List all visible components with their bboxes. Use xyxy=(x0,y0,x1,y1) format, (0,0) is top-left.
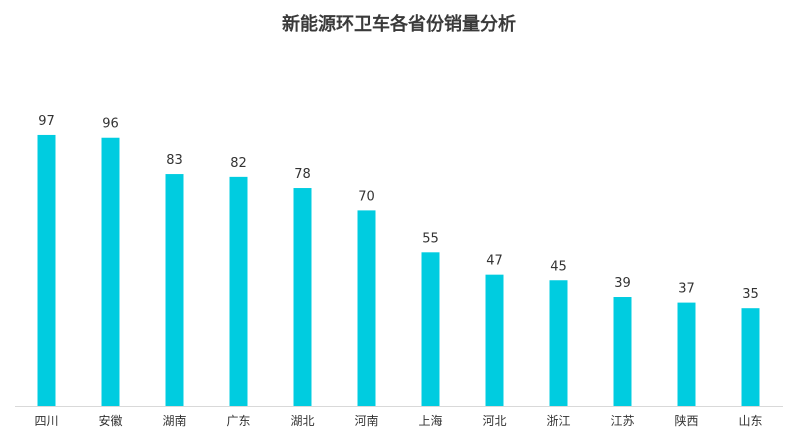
bar-8 xyxy=(549,280,568,406)
bar-0 xyxy=(37,134,56,407)
data-label-7: 47 xyxy=(486,254,503,269)
data-label-6: 55 xyxy=(422,231,439,246)
category-label-2: 湖南 xyxy=(162,413,186,428)
category-label-8: 浙江 xyxy=(546,414,570,428)
data-label-10: 37 xyxy=(678,282,695,297)
bar-9 xyxy=(613,297,632,406)
data-label-4: 78 xyxy=(294,167,311,182)
data-label-9: 39 xyxy=(614,276,631,291)
category-label-6: 上海 xyxy=(418,413,442,428)
bar-6 xyxy=(421,252,440,406)
data-label-1: 96 xyxy=(102,117,119,132)
category-label-10: 陕西 xyxy=(674,413,698,428)
data-label-8: 45 xyxy=(550,259,567,274)
category-label-4: 湖北 xyxy=(290,413,314,428)
category-label-9: 江苏 xyxy=(610,414,634,428)
bar-10 xyxy=(677,302,696,406)
bar-3 xyxy=(229,176,248,406)
category-label-1: 安徽 xyxy=(98,413,122,428)
bar-7 xyxy=(485,274,504,406)
category-label-0: 四川 xyxy=(34,414,58,428)
data-label-0: 97 xyxy=(38,114,55,129)
bar-2 xyxy=(165,174,184,406)
bar-1 xyxy=(101,137,120,406)
data-label-3: 82 xyxy=(230,156,247,171)
category-label-5: 河南 xyxy=(354,413,378,428)
chart-title: 新能源环卫车各省份销量分析 xyxy=(282,14,516,35)
data-label-5: 70 xyxy=(358,189,375,204)
category-label-11: 山东 xyxy=(738,414,762,428)
data-label-11: 35 xyxy=(742,287,759,302)
bar-4 xyxy=(293,188,312,406)
bar-5 xyxy=(357,210,376,406)
data-label-2: 83 xyxy=(166,153,183,168)
bar-11 xyxy=(741,308,760,406)
category-label-3: 广东 xyxy=(226,414,250,428)
category-label-7: 河北 xyxy=(482,414,506,428)
